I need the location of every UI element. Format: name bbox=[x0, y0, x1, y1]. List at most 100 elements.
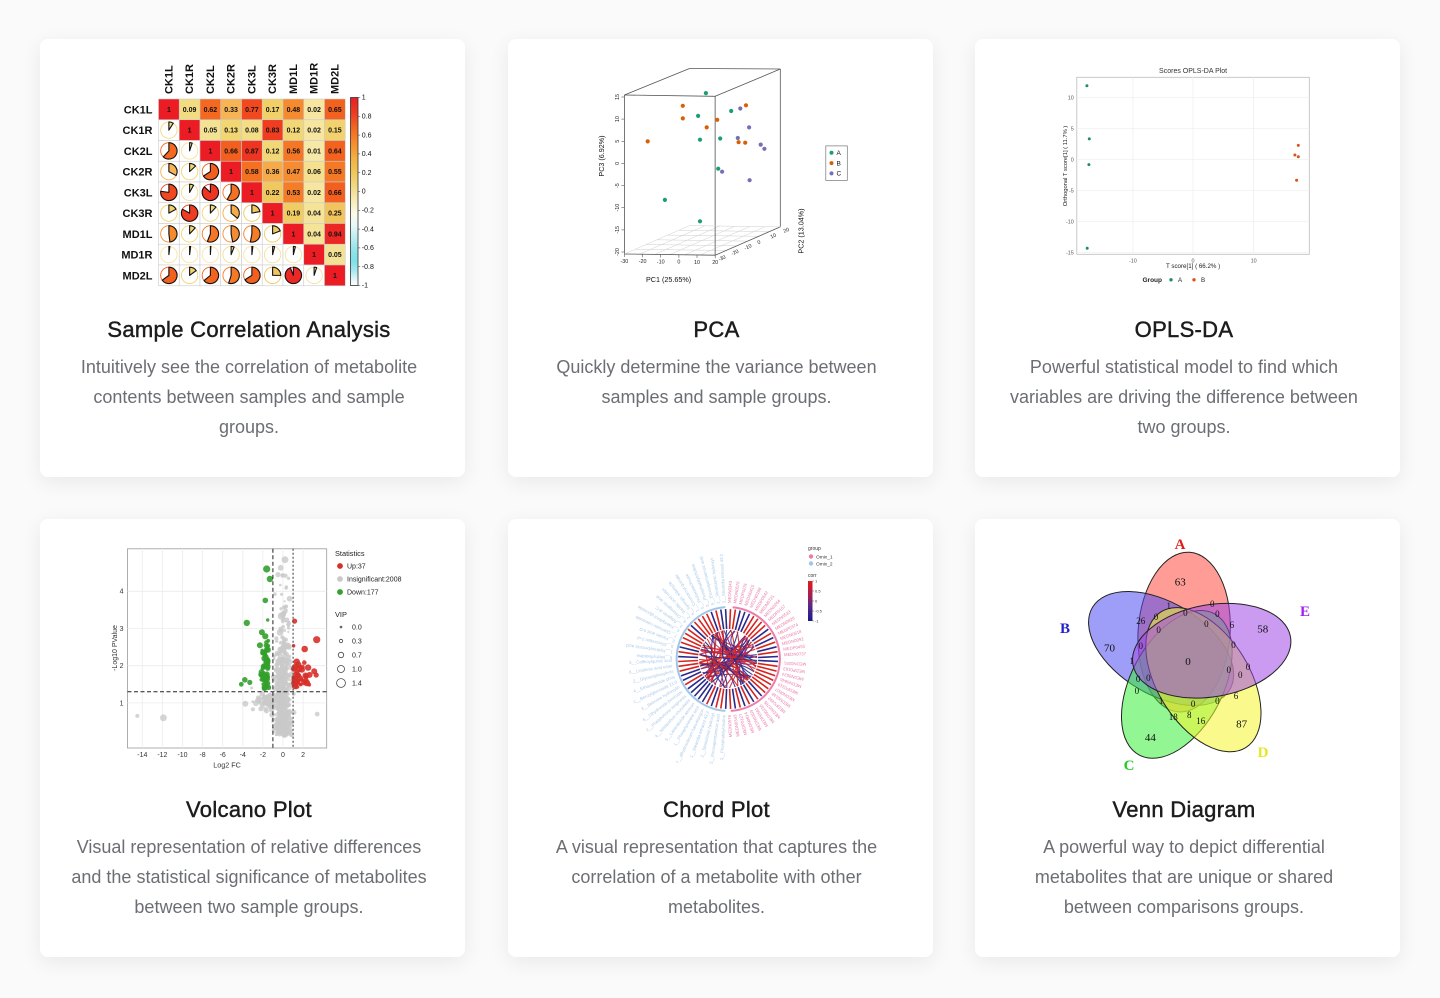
svg-text:0: 0 bbox=[677, 260, 680, 266]
svg-text:0.87: 0.87 bbox=[245, 149, 259, 156]
svg-text:CK3L: CK3L bbox=[124, 187, 153, 199]
svg-text:10: 10 bbox=[1251, 258, 1257, 264]
svg-text:0: 0 bbox=[1146, 673, 1151, 683]
svg-text:0: 0 bbox=[1071, 157, 1074, 163]
svg-text:0: 0 bbox=[1231, 640, 1236, 650]
svg-text:MD2L: MD2L bbox=[329, 64, 341, 94]
svg-text:6__Methylhistidine: 6__Methylhistidine bbox=[635, 654, 671, 661]
svg-text:0.05: 0.05 bbox=[328, 252, 342, 259]
svg-text:5: 5 bbox=[614, 140, 620, 143]
svg-text:PC3 (6.92%): PC3 (6.92%) bbox=[597, 135, 606, 176]
svg-text:87: 87 bbox=[1236, 718, 1248, 730]
svg-text:C: C bbox=[1124, 758, 1135, 774]
svg-text:Omix_2: Omix_2 bbox=[816, 562, 833, 568]
svg-text:MEDN0737: MEDN0737 bbox=[783, 651, 806, 657]
svg-text:-5: -5 bbox=[614, 183, 620, 188]
svg-text:0: 0 bbox=[1238, 670, 1243, 680]
svg-text:0.56: 0.56 bbox=[287, 149, 301, 156]
svg-text:1: 1 bbox=[250, 190, 254, 197]
svg-text:B: B bbox=[836, 160, 840, 167]
svg-text:-10: -10 bbox=[656, 260, 664, 266]
svg-text:0.04: 0.04 bbox=[307, 211, 321, 218]
svg-text:-0.4: -0.4 bbox=[362, 226, 374, 233]
svg-text:0.19: 0.19 bbox=[287, 211, 301, 218]
svg-text:CK1R: CK1R bbox=[123, 125, 153, 137]
svg-text:0.66: 0.66 bbox=[328, 190, 342, 197]
svg-text:0.7: 0.7 bbox=[352, 653, 362, 660]
svg-text:1: 1 bbox=[291, 232, 295, 239]
svg-text:0: 0 bbox=[1138, 641, 1143, 651]
svg-text:0.22: 0.22 bbox=[266, 190, 280, 197]
svg-text:0: 0 bbox=[1192, 258, 1195, 264]
svg-text:MD1R: MD1R bbox=[121, 250, 152, 262]
svg-text:0.65: 0.65 bbox=[328, 107, 342, 114]
svg-text:0.09: 0.09 bbox=[183, 107, 197, 114]
svg-text:1: 1 bbox=[1167, 601, 1172, 611]
svg-text:0: 0 bbox=[362, 189, 366, 196]
svg-text:1: 1 bbox=[208, 149, 212, 156]
svg-text:1: 1 bbox=[312, 252, 316, 259]
svg-text:0: 0 bbox=[1215, 609, 1220, 619]
svg-text:CK1R: CK1R bbox=[184, 64, 196, 94]
svg-text:0.62: 0.62 bbox=[204, 107, 218, 114]
svg-text:0: 0 bbox=[1246, 662, 1251, 672]
svg-text:MEDP0231: MEDP0231 bbox=[737, 582, 747, 605]
svg-text:0.55: 0.55 bbox=[328, 169, 342, 176]
svg-text:-0.5: -0.5 bbox=[815, 609, 823, 614]
svg-text:0.0: 0.0 bbox=[352, 625, 362, 632]
svg-text:0.15: 0.15 bbox=[328, 128, 342, 135]
svg-text:10: 10 bbox=[694, 260, 700, 266]
svg-text:0.05: 0.05 bbox=[204, 128, 218, 135]
svg-text:0.12: 0.12 bbox=[266, 149, 280, 156]
svg-text:0: 0 bbox=[1210, 599, 1215, 609]
svg-text:MEDN0524: MEDN0524 bbox=[780, 671, 803, 681]
svg-text:1.0: 1.0 bbox=[352, 667, 362, 674]
svg-text:CK1L: CK1L bbox=[163, 65, 175, 94]
svg-text:2: 2 bbox=[120, 663, 124, 670]
svg-text:5: 5 bbox=[1071, 126, 1074, 132]
svg-text:0: 0 bbox=[1154, 612, 1159, 622]
svg-text:2: 2 bbox=[301, 752, 305, 759]
svg-text:-1: -1 bbox=[362, 283, 368, 290]
svg-text:10: 10 bbox=[769, 233, 777, 241]
svg-text:MD1R: MD1R bbox=[309, 63, 321, 94]
svg-text:A: A bbox=[1178, 277, 1183, 284]
svg-text:0.66: 0.66 bbox=[224, 149, 238, 156]
svg-text:CK3R: CK3R bbox=[267, 64, 279, 94]
svg-text:0.8: 0.8 bbox=[362, 114, 372, 121]
svg-text:B: B bbox=[1201, 277, 1205, 284]
svg-text:-20: -20 bbox=[730, 249, 739, 258]
svg-text:C: C bbox=[836, 171, 841, 178]
svg-text:1: 1 bbox=[188, 128, 192, 135]
svg-text:0.17: 0.17 bbox=[266, 107, 280, 114]
svg-text:-6: -6 bbox=[220, 752, 226, 759]
svg-text:MEDN0576: MEDN0576 bbox=[732, 580, 740, 603]
svg-text:0.02: 0.02 bbox=[307, 128, 321, 135]
svg-text:1: 1 bbox=[271, 211, 275, 218]
svg-text:E: E bbox=[1300, 604, 1310, 620]
svg-text:8: 8 bbox=[1187, 710, 1192, 720]
svg-text:MD1L: MD1L bbox=[123, 229, 153, 241]
svg-text:CK2L: CK2L bbox=[205, 65, 217, 94]
svg-text:1__Hydroxybenzoic acid: 1__Hydroxybenzoic acid bbox=[625, 643, 673, 655]
svg-text:-12: -12 bbox=[157, 752, 167, 759]
svg-text:1: 1 bbox=[229, 169, 233, 176]
svg-text:MEDP0455: MEDP0455 bbox=[782, 644, 805, 652]
svg-text:0: 0 bbox=[756, 239, 761, 246]
svg-text:1: 1 bbox=[1159, 696, 1164, 706]
svg-text:Statistics: Statistics bbox=[335, 549, 365, 558]
svg-text:63: 63 bbox=[1175, 577, 1187, 589]
svg-text:PC2 (13.04%): PC2 (13.04%) bbox=[796, 208, 805, 253]
svg-text:6: 6 bbox=[1234, 691, 1239, 701]
svg-text:MEDN0343: MEDN0343 bbox=[726, 580, 732, 603]
svg-text:0.13: 0.13 bbox=[224, 128, 238, 135]
svg-text:1: 1 bbox=[120, 700, 124, 707]
svg-text:0.64: 0.64 bbox=[328, 149, 342, 156]
svg-text:Omix_1: Omix_1 bbox=[816, 555, 833, 561]
svg-text:MEDN0281: MEDN0281 bbox=[783, 661, 806, 667]
svg-text:-10: -10 bbox=[177, 752, 187, 759]
svg-text:2__Stearidonic hydroxyl: 2__Stearidonic hydroxyl bbox=[709, 558, 721, 604]
svg-text:0.36: 0.36 bbox=[266, 169, 280, 176]
svg-text:MEDN0343: MEDN0343 bbox=[732, 714, 740, 737]
svg-text:-30: -30 bbox=[620, 259, 628, 265]
